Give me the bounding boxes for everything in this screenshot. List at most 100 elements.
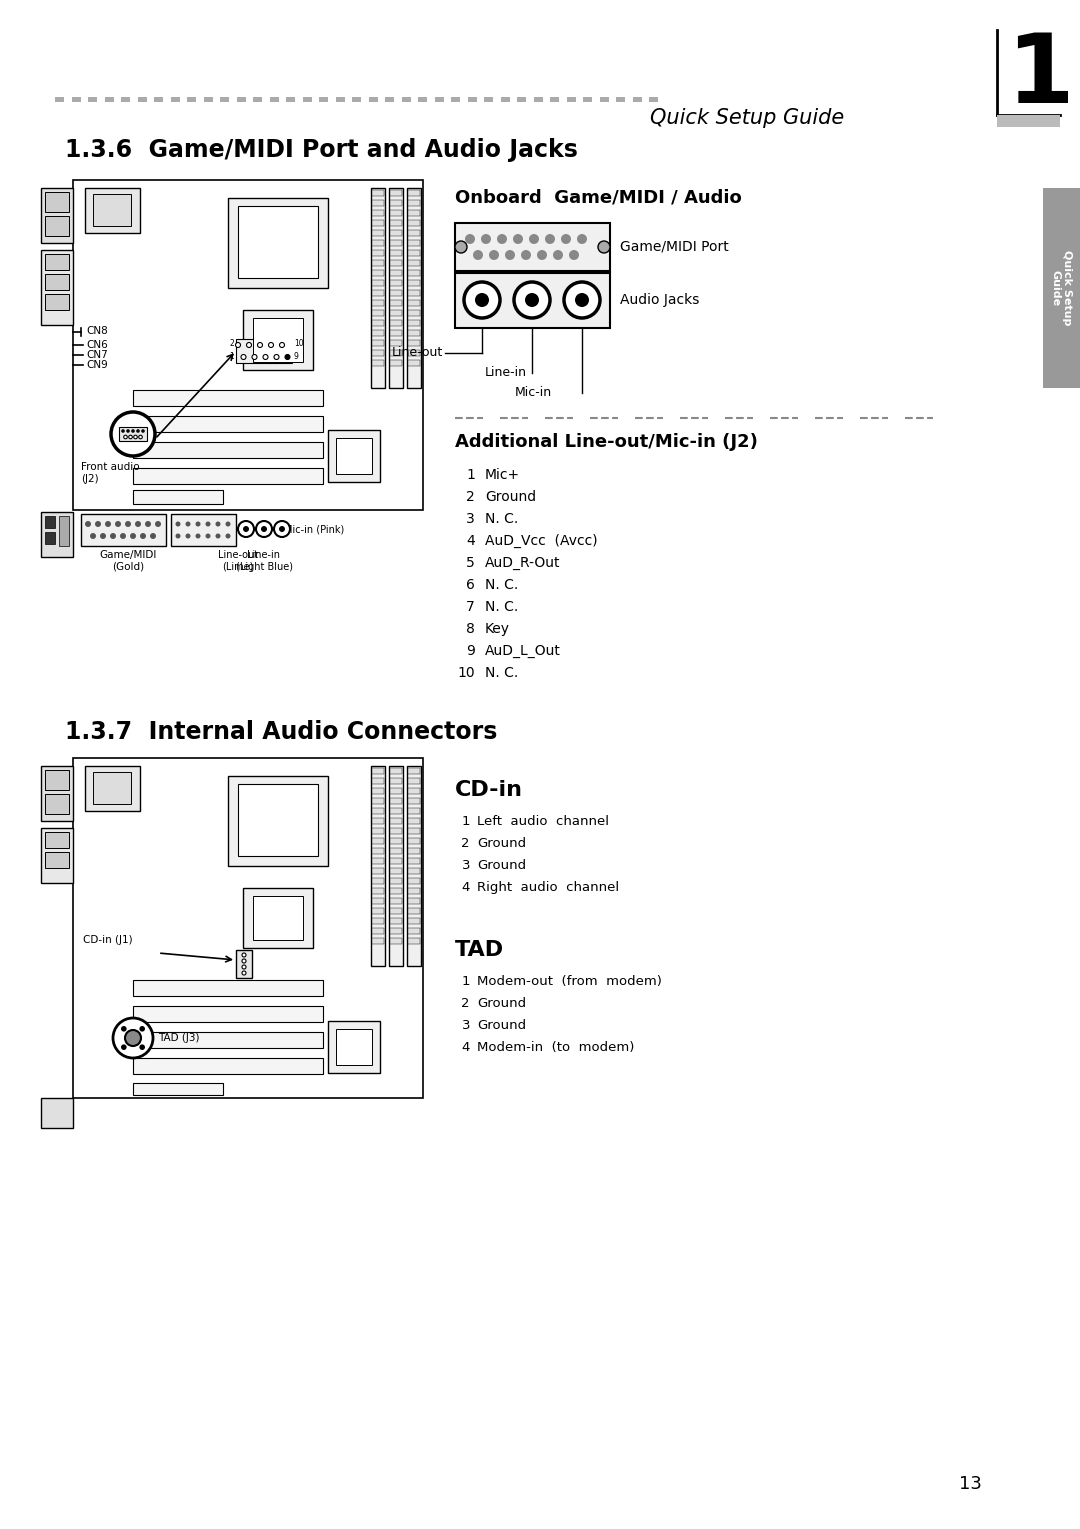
Circle shape <box>145 521 151 528</box>
Bar <box>390 220 402 226</box>
Bar <box>228 777 328 865</box>
Bar <box>390 908 402 914</box>
Circle shape <box>285 355 291 359</box>
Circle shape <box>561 234 571 245</box>
Circle shape <box>121 1026 126 1032</box>
Text: 9: 9 <box>467 644 475 657</box>
Bar <box>408 829 420 833</box>
Text: Right  audio  channel: Right audio channel <box>477 881 619 894</box>
Bar <box>567 96 576 102</box>
Bar <box>372 240 384 246</box>
Bar <box>408 200 420 206</box>
Bar <box>253 96 262 102</box>
Circle shape <box>126 430 130 433</box>
Bar <box>41 188 73 243</box>
Bar <box>93 772 131 804</box>
Bar <box>408 858 420 864</box>
Text: 10: 10 <box>294 339 303 349</box>
Circle shape <box>111 411 156 456</box>
Text: N. C.: N. C. <box>485 578 518 592</box>
Circle shape <box>537 251 546 260</box>
Circle shape <box>455 242 467 252</box>
Text: CD-in (J1): CD-in (J1) <box>83 936 133 945</box>
Bar <box>390 937 402 943</box>
Bar <box>389 188 403 388</box>
Bar <box>418 96 427 102</box>
Bar <box>451 96 460 102</box>
Text: CN8: CN8 <box>86 326 108 336</box>
Text: 4: 4 <box>467 534 475 547</box>
Bar <box>228 197 328 287</box>
Bar <box>45 794 69 813</box>
Bar <box>45 771 69 790</box>
Bar <box>45 832 69 849</box>
Text: Game/MIDI Port: Game/MIDI Port <box>620 240 729 254</box>
Bar <box>55 96 64 102</box>
Circle shape <box>235 342 241 347</box>
Bar <box>390 359 402 365</box>
Circle shape <box>465 234 475 245</box>
Bar <box>237 950 252 979</box>
Bar <box>372 838 384 844</box>
Bar <box>41 251 73 326</box>
Text: Modem-in  (to  modem): Modem-in (to modem) <box>477 1041 634 1053</box>
Bar <box>389 766 403 966</box>
Text: 4: 4 <box>461 881 470 894</box>
Bar <box>45 515 55 528</box>
Bar <box>237 96 245 102</box>
Bar <box>997 115 1059 127</box>
Circle shape <box>238 521 254 537</box>
Bar <box>633 96 642 102</box>
Text: Audio Jacks: Audio Jacks <box>620 294 700 307</box>
Circle shape <box>464 281 500 318</box>
Circle shape <box>242 959 246 963</box>
Circle shape <box>525 294 539 307</box>
Circle shape <box>113 1018 153 1058</box>
Circle shape <box>134 436 137 439</box>
Text: Quick Setup Guide: Quick Setup Guide <box>650 109 845 128</box>
Bar <box>390 768 402 774</box>
Bar <box>390 240 402 246</box>
Bar <box>154 96 163 102</box>
Text: CN7: CN7 <box>86 350 108 359</box>
Bar <box>328 1021 380 1073</box>
Circle shape <box>564 281 600 318</box>
Circle shape <box>243 526 249 532</box>
Bar <box>390 838 402 844</box>
Bar <box>390 291 402 297</box>
Circle shape <box>130 534 136 540</box>
Bar <box>133 1083 222 1095</box>
Text: Mic-in (Pink): Mic-in (Pink) <box>284 524 345 534</box>
Text: Line-out
(Lime): Line-out (Lime) <box>218 550 258 572</box>
Circle shape <box>121 1044 126 1050</box>
Circle shape <box>205 521 211 526</box>
Bar <box>368 96 378 102</box>
Text: Ground: Ground <box>477 836 526 850</box>
Bar <box>336 96 345 102</box>
Bar <box>45 274 69 291</box>
Circle shape <box>521 251 531 260</box>
Bar <box>390 917 402 924</box>
Circle shape <box>264 355 268 359</box>
Text: 1: 1 <box>229 352 234 361</box>
Bar <box>220 96 229 102</box>
Bar <box>119 427 147 440</box>
Bar <box>372 888 384 894</box>
Bar <box>408 350 420 356</box>
Bar <box>253 896 303 940</box>
Text: 10: 10 <box>457 667 475 680</box>
Text: Ground: Ground <box>477 1018 526 1032</box>
Bar <box>243 310 313 370</box>
Text: Key: Key <box>485 622 510 636</box>
Bar <box>390 280 402 286</box>
Bar <box>372 787 384 794</box>
Bar <box>408 271 420 277</box>
Text: 1.3.7  Internal Audio Connectors: 1.3.7 Internal Audio Connectors <box>65 720 498 745</box>
Bar <box>372 768 384 774</box>
Text: Front audio
(J2): Front audio (J2) <box>81 462 139 483</box>
Text: Ground: Ground <box>485 489 536 505</box>
Text: Line-in
(Light Blue): Line-in (Light Blue) <box>235 550 293 572</box>
Bar <box>133 442 323 459</box>
Bar <box>59 515 69 546</box>
Circle shape <box>125 521 131 528</box>
